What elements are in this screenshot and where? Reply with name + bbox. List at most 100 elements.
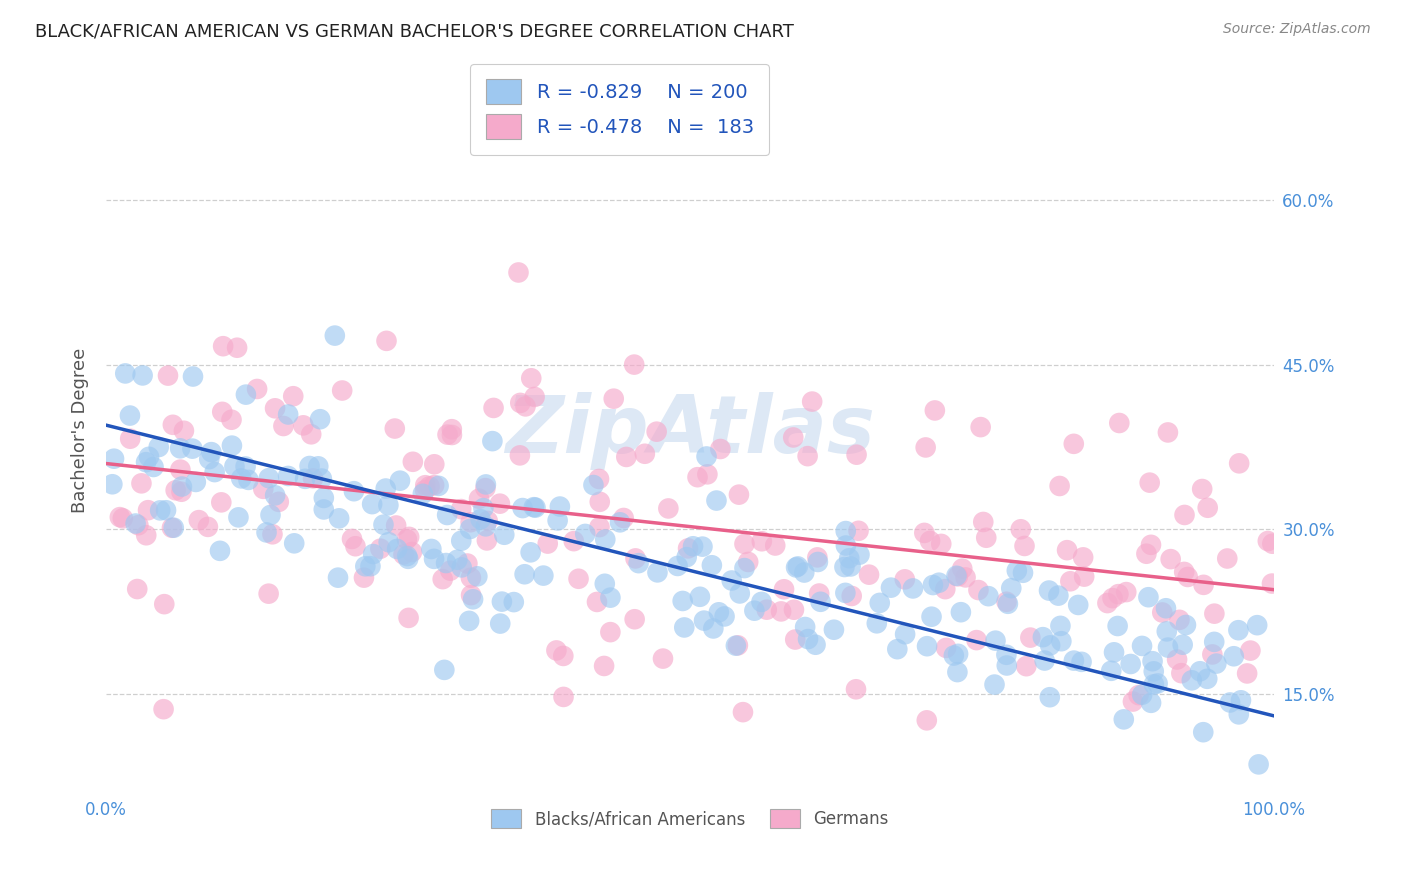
Point — [995, 648, 1018, 662]
Point — [474, 481, 496, 495]
Point — [436, 427, 458, 442]
Point — [1191, 482, 1213, 496]
Point — [928, 575, 950, 590]
Point — [783, 603, 806, 617]
Point — [834, 586, 856, 600]
Point — [343, 484, 366, 499]
Point — [797, 632, 820, 646]
Point — [808, 586, 831, 600]
Point — [706, 493, 728, 508]
Point — [1067, 598, 1090, 612]
Point — [1157, 640, 1180, 655]
Point — [135, 528, 157, 542]
Point — [111, 511, 134, 525]
Point — [838, 551, 860, 566]
Point — [361, 547, 384, 561]
Point — [292, 418, 315, 433]
Point — [1038, 583, 1060, 598]
Point — [983, 677, 1005, 691]
Point — [481, 434, 503, 449]
Point — [524, 500, 547, 515]
Point — [460, 571, 482, 585]
Point — [1019, 631, 1042, 645]
Point — [949, 605, 972, 619]
Point — [1059, 574, 1081, 589]
Point — [388, 474, 411, 488]
Point — [326, 571, 349, 585]
Point — [1010, 522, 1032, 536]
Point — [627, 556, 650, 570]
Point — [515, 400, 537, 414]
Point — [413, 478, 436, 492]
Point — [603, 392, 626, 406]
Point — [1014, 539, 1036, 553]
Point — [614, 450, 637, 464]
Point — [1101, 591, 1123, 606]
Point — [1197, 500, 1219, 515]
Point — [155, 503, 177, 517]
Point — [1039, 639, 1062, 653]
Point — [1070, 655, 1092, 669]
Point — [1171, 638, 1194, 652]
Point — [262, 527, 284, 541]
Point — [523, 500, 546, 515]
Point — [1122, 694, 1144, 708]
Point — [763, 539, 786, 553]
Point — [1130, 688, 1153, 702]
Point — [693, 614, 716, 628]
Point — [785, 632, 807, 647]
Point — [224, 459, 246, 474]
Point — [682, 539, 704, 553]
Point — [257, 471, 280, 485]
Point — [472, 501, 495, 516]
Point — [354, 559, 377, 574]
Point — [163, 521, 186, 535]
Point — [1261, 576, 1284, 591]
Point — [165, 483, 187, 498]
Point — [1166, 652, 1188, 666]
Point — [169, 442, 191, 456]
Point — [727, 638, 749, 652]
Point — [589, 495, 612, 509]
Point — [1108, 416, 1130, 430]
Point — [915, 639, 938, 653]
Point — [537, 536, 560, 550]
Point — [1154, 601, 1177, 615]
Point — [392, 548, 415, 562]
Point — [1160, 552, 1182, 566]
Point — [312, 491, 335, 505]
Point — [385, 541, 408, 556]
Point — [482, 401, 505, 415]
Point — [593, 576, 616, 591]
Point — [1049, 479, 1071, 493]
Point — [1173, 565, 1195, 579]
Point — [894, 627, 917, 641]
Point — [256, 525, 278, 540]
Point — [396, 549, 419, 563]
Point — [257, 587, 280, 601]
Point — [211, 405, 233, 419]
Point — [434, 556, 457, 570]
Point — [835, 524, 858, 538]
Point — [402, 455, 425, 469]
Point — [470, 512, 492, 526]
Point — [344, 539, 367, 553]
Point — [810, 595, 832, 609]
Point — [676, 541, 699, 556]
Point — [468, 491, 491, 506]
Text: ZipAtlas: ZipAtlas — [505, 392, 875, 469]
Point — [283, 389, 305, 403]
Text: Source: ZipAtlas.com: Source: ZipAtlas.com — [1223, 22, 1371, 37]
Point — [918, 533, 941, 548]
Point — [450, 560, 472, 574]
Point — [595, 533, 617, 547]
Point — [984, 633, 1007, 648]
Point — [450, 533, 472, 548]
Point — [997, 597, 1019, 611]
Point — [427, 479, 450, 493]
Point — [396, 551, 419, 566]
Point — [613, 511, 636, 525]
Point — [623, 612, 645, 626]
Point — [1216, 551, 1239, 566]
Point — [173, 424, 195, 438]
